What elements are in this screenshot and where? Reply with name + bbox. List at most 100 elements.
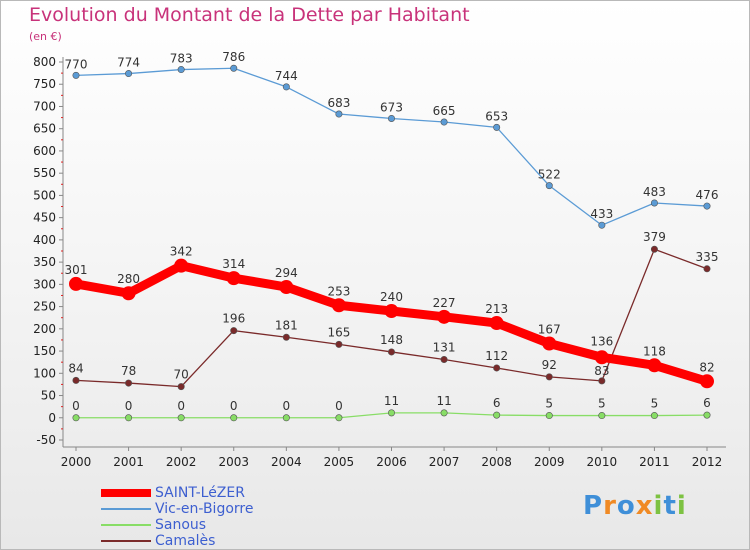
data-label: 83 — [594, 364, 609, 378]
data-label: 522 — [538, 168, 561, 182]
data-label: 196 — [222, 312, 245, 326]
data-label: 112 — [485, 349, 508, 363]
x-tick-label: 2000 — [61, 455, 92, 469]
data-point — [226, 271, 241, 286]
data-label: 314 — [222, 257, 245, 271]
data-label: 433 — [590, 207, 613, 221]
chart-unit-label: (en €) — [29, 30, 62, 43]
axes: 8007507006506005505004504003503002502001… — [33, 55, 726, 469]
data-point — [493, 411, 501, 419]
data-point — [121, 286, 136, 301]
x-tick-label: 2008 — [481, 455, 512, 469]
legend: SAINT-LéZER Vic-en-Bigorre Sanous Camalès — [101, 485, 361, 549]
data-point — [650, 412, 658, 420]
data-point — [72, 71, 80, 79]
data-point — [493, 123, 501, 131]
logo-letter: r — [603, 491, 617, 521]
data-point — [387, 114, 395, 122]
legend-item: SAINT-LéZER — [101, 485, 361, 501]
y-tick-label: 350 — [33, 255, 56, 269]
data-point — [703, 411, 711, 419]
legend-label: Camalès — [155, 533, 216, 549]
data-label: 253 — [327, 284, 350, 298]
data-label: 294 — [275, 266, 298, 280]
data-label: 0 — [72, 399, 80, 413]
data-label: 118 — [643, 344, 666, 358]
data-point — [230, 64, 238, 72]
data-label: 5 — [598, 397, 606, 411]
data-point — [335, 340, 343, 348]
data-point — [279, 280, 294, 295]
legend-label: Vic-en-Bigorre — [155, 501, 254, 517]
data-point — [598, 221, 606, 229]
data-label: 82 — [699, 360, 714, 374]
data-point — [387, 348, 395, 356]
data-label: 774 — [117, 56, 140, 70]
data-point — [594, 350, 609, 365]
data-point — [440, 409, 448, 417]
data-point — [230, 327, 238, 335]
y-tick-label: 450 — [33, 211, 56, 225]
x-tick-label: 2007 — [429, 455, 460, 469]
data-label: 280 — [117, 272, 140, 286]
data-label: 673 — [380, 100, 403, 114]
x-tick-label: 2009 — [534, 455, 565, 469]
data-point — [282, 83, 290, 91]
x-tick-label: 2001 — [113, 455, 144, 469]
data-point — [700, 374, 714, 389]
legend-swatch — [101, 540, 151, 542]
data-label: 167 — [538, 322, 561, 336]
data-point — [440, 118, 448, 126]
data-label: 78 — [121, 364, 136, 378]
data-label: 148 — [380, 333, 403, 347]
data-point — [493, 364, 501, 372]
data-point — [177, 66, 185, 74]
x-tick-label: 2002 — [166, 455, 197, 469]
y-tick-label: 0 — [48, 411, 56, 425]
data-label: 301 — [65, 263, 88, 277]
data-label: 683 — [327, 96, 350, 110]
logo-letter: i — [676, 491, 687, 521]
logo-letter: P — [583, 491, 604, 521]
x-tick-label: 2006 — [376, 455, 407, 469]
y-tick-label: 150 — [33, 344, 56, 358]
logo-letter: t — [663, 491, 677, 521]
data-point — [125, 379, 133, 387]
legend-item: Camalès — [101, 533, 361, 549]
data-point — [650, 245, 658, 253]
data-point — [335, 414, 343, 422]
y-tick-label: 50 — [41, 389, 56, 403]
series-line-0 — [75, 261, 709, 386]
data-label: 5 — [651, 397, 659, 411]
data-label: 0 — [230, 399, 238, 413]
legend-swatch — [101, 489, 151, 497]
y-tick-label: 250 — [33, 300, 56, 314]
y-tick-label: 300 — [33, 277, 56, 291]
legend-item: Sanous — [101, 517, 361, 533]
data-label: 0 — [177, 399, 185, 413]
data-point — [174, 258, 189, 273]
y-tick-label: 800 — [33, 55, 56, 69]
legend-item: Vic-en-Bigorre — [101, 501, 361, 517]
legend-swatch — [101, 508, 151, 510]
chart-title: Evolution du Montant de la Dette par Hab… — [29, 4, 470, 26]
y-tick-label: 400 — [33, 233, 56, 247]
data-label: 653 — [485, 109, 508, 123]
legend-swatch — [101, 524, 151, 526]
y-tick-label: 550 — [33, 166, 56, 180]
data-point — [703, 265, 711, 273]
data-point — [72, 376, 80, 384]
data-label: 379 — [643, 230, 666, 244]
data-label: 744 — [275, 69, 298, 83]
data-point — [545, 182, 553, 190]
data-label: 783 — [170, 52, 193, 66]
data-point — [331, 298, 346, 313]
data-label: 11 — [436, 394, 451, 408]
data-label: 70 — [174, 368, 189, 382]
data-label: 0 — [335, 399, 343, 413]
data-point — [545, 373, 553, 381]
data-label: 131 — [433, 341, 456, 355]
y-tick-label: 200 — [33, 322, 56, 336]
data-point — [647, 358, 662, 373]
